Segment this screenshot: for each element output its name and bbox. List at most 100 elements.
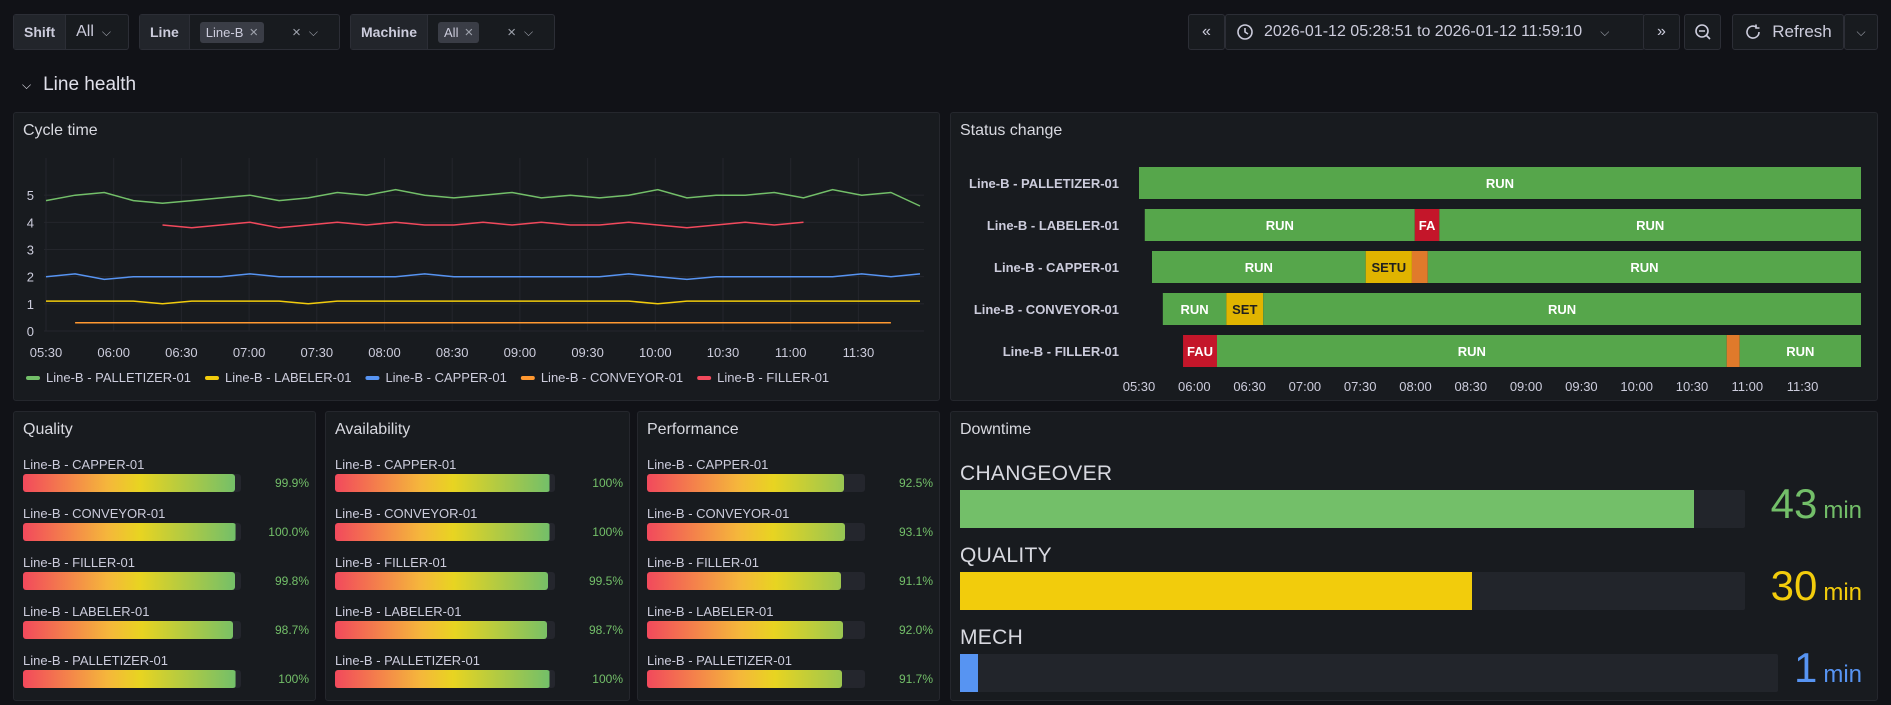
- gauge-track: [335, 621, 555, 639]
- gauge-value: 99.9%: [274, 476, 309, 490]
- segment-label: RUN: [1630, 260, 1658, 275]
- x-tick-label: 10:00: [1620, 379, 1653, 394]
- gauge-value: 100%: [278, 672, 309, 686]
- segment-label: FA: [1419, 218, 1436, 233]
- segment-label: RUN: [1266, 218, 1294, 233]
- downtime-track: [960, 490, 1745, 528]
- status-segment: [1411, 251, 1428, 283]
- time-back-button[interactable]: «: [1188, 14, 1225, 50]
- refresh-icon: [1746, 24, 1761, 39]
- gauge-label: Line-B - CONVEYOR-01: [335, 506, 478, 521]
- chevron-down-icon: ⌵: [1600, 24, 1610, 39]
- gauge-row: Line-B - LABELER-01 98.7%: [23, 604, 309, 639]
- time-range-picker[interactable]: 2026-01-12 05:28:51 to 2026-01-12 11:59:…: [1225, 14, 1645, 50]
- remove-chip-icon[interactable]: ×: [464, 23, 474, 41]
- shift-label: Shift: [14, 15, 67, 49]
- status-segment: [1739, 335, 1861, 367]
- gauge-label: Line-B - CONVEYOR-01: [647, 506, 790, 521]
- gauge-track: [23, 474, 241, 492]
- segment-label: RUN: [1458, 344, 1486, 359]
- gauge-value: 100%: [592, 525, 623, 539]
- shift-select[interactable]: All ⌵: [66, 15, 121, 49]
- legend-swatch: [697, 376, 712, 380]
- shift-variable[interactable]: Shift All ⌵: [13, 14, 129, 50]
- downtime-unit: min: [1823, 579, 1862, 606]
- chevron-down-icon: ⌵: [1856, 24, 1866, 39]
- gauge-track: [647, 621, 865, 639]
- gauge-label: Line-B - CAPPER-01: [23, 457, 145, 472]
- chevron-down-icon[interactable]: ⌵: [101, 24, 111, 39]
- downtime-number: 43: [1770, 480, 1818, 527]
- gauge-fill: [23, 474, 236, 492]
- clear-icon[interactable]: ×: [292, 23, 301, 41]
- remove-chip-icon[interactable]: ×: [249, 23, 259, 41]
- gauge-value: 98.7%: [588, 623, 623, 637]
- segment-label: RUN: [1181, 302, 1209, 317]
- gauge-value: 98.7%: [274, 623, 309, 637]
- gauge-label: Line-B - PALLETIZER-01: [23, 653, 168, 668]
- x-tick-label: 09:30: [571, 345, 604, 360]
- legend-swatch: [365, 376, 380, 380]
- machine-label: Machine: [351, 15, 429, 49]
- status-segment: [1414, 209, 1440, 241]
- row-label: Line-B - PALLETIZER-01: [969, 176, 1119, 191]
- gauge-fill: [23, 670, 236, 688]
- gauge-track: [23, 621, 241, 639]
- gauge-row: Line-B - CONVEYOR-01 93.1%: [647, 506, 933, 541]
- segment-label: FAU: [1187, 344, 1213, 359]
- chevron-down-icon[interactable]: ⌵: [22, 77, 32, 92]
- gauge-track: [23, 523, 241, 541]
- line-variable[interactable]: Line Line-B × × ⌵: [139, 14, 340, 50]
- downtime-value: 1 min: [1794, 644, 1862, 692]
- y-tick-label: 5: [27, 188, 34, 203]
- status-segment: [1151, 251, 1366, 283]
- machine-variable[interactable]: Machine All × × ⌵: [350, 14, 555, 50]
- gauge-label: Line-B - LABELER-01: [647, 604, 774, 619]
- panel-title: Downtime: [960, 421, 1032, 438]
- gauge-track: [647, 572, 865, 590]
- gauge-value: 93.1%: [898, 525, 933, 539]
- status-segment: [1226, 293, 1264, 325]
- gauge-row: Line-B - CAPPER-01 100%: [335, 457, 623, 492]
- row-header[interactable]: ⌵ Line health: [22, 74, 136, 96]
- legend-label: Line-B - LABELER-01: [225, 370, 351, 385]
- x-tick-label: 10:30: [707, 345, 740, 360]
- chevron-down-icon[interactable]: ⌵: [308, 24, 318, 39]
- x-tick-label: 08:30: [1455, 379, 1488, 394]
- cycle-time-chart: 0 1 2 3 4 5 05:30 06:00 06:30 07:00 07:30 08:00 08:3…: [26, 158, 924, 385]
- dashboard-toolbar: Shift All ⌵ Line Line-B × × ⌵ Machine All…: [0, 0, 1891, 62]
- gauge-fill: [335, 572, 549, 590]
- gauge-value: 100%: [592, 476, 623, 490]
- legend-swatch: [204, 376, 219, 380]
- machine-select[interactable]: All × × ⌵: [428, 15, 543, 49]
- segment-label: SET: [1232, 302, 1257, 317]
- refresh-button[interactable]: Refresh: [1732, 14, 1844, 50]
- clear-icon[interactable]: ×: [507, 23, 516, 41]
- panel-title: Quality: [23, 421, 73, 438]
- x-tick-label: 09:30: [1565, 379, 1598, 394]
- downtime-number: 30: [1770, 562, 1818, 609]
- gauge-track: [335, 523, 555, 541]
- x-tick-label: 11:00: [1732, 379, 1764, 394]
- gauge-value: 92.5%: [898, 476, 933, 490]
- gauge-row: Line-B - CAPPER-01 99.9%: [23, 457, 309, 492]
- gauge-row: Line-B - LABELER-01 92.0%: [647, 604, 933, 639]
- gauge-label: Line-B - FILLER-01: [23, 555, 135, 570]
- status-segment: [1439, 209, 1861, 241]
- x-tick-label: 08:30: [436, 345, 469, 360]
- downtime-number: 1: [1793, 644, 1818, 691]
- x-tick-label: 08:00: [368, 345, 401, 360]
- line-select[interactable]: Line-B × × ⌵: [190, 15, 328, 49]
- chevron-down-icon[interactable]: ⌵: [524, 24, 534, 39]
- gauge-row: Line-B - FILLER-01 99.8%: [23, 555, 309, 590]
- zoom-out-button[interactable]: [1684, 14, 1721, 50]
- time-forward-button[interactable]: »: [1643, 14, 1680, 50]
- time-range-text: 2026-01-12 05:28:51 to 2026-01-12 11:59:…: [1264, 23, 1583, 40]
- x-tick-label: 09:00: [1510, 379, 1543, 394]
- x-tick-label: 05:30: [30, 345, 63, 360]
- refresh-interval-button[interactable]: ⌵: [1844, 14, 1878, 50]
- gauge-fill: [647, 572, 841, 590]
- segment-label: RUN: [1245, 260, 1273, 275]
- downtime-unit: min: [1823, 661, 1862, 688]
- x-tick-label: 07:00: [233, 345, 266, 360]
